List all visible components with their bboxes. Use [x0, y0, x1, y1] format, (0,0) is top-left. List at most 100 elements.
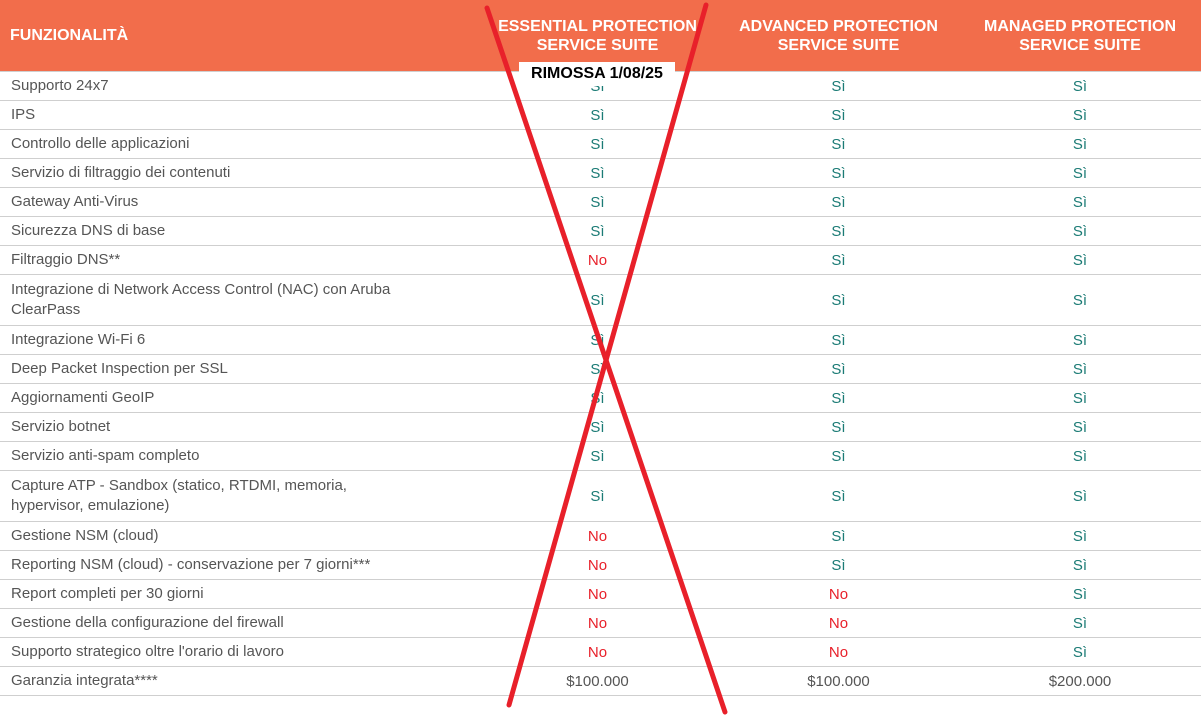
feature-name: Sicurezza DNS di base: [0, 216, 477, 246]
header-essential: ESSENTIAL PROTECTION SERVICE SUITE: [477, 0, 718, 72]
feature-name: Gateway Anti-Virus: [0, 187, 477, 217]
essential-value: Sì: [477, 412, 718, 442]
feature-name: Integrazione Wi-Fi 6: [0, 325, 477, 355]
feature-name: Filtraggio DNS**: [0, 245, 477, 275]
managed-value: Sì: [959, 412, 1201, 442]
essential-value: $100.000: [477, 666, 718, 696]
advanced-value: Sì: [718, 470, 959, 522]
feature-comparison-table: FUNZIONALITÀ ESSENTIAL PROTECTION SERVIC…: [0, 0, 1201, 696]
essential-value: No: [477, 608, 718, 638]
advanced-value: Sì: [718, 521, 959, 551]
managed-value: Sì: [959, 100, 1201, 130]
header-advanced-line2: SERVICE SUITE: [777, 36, 900, 54]
header-essential-line1: ESSENTIAL PROTECTION: [498, 17, 697, 35]
essential-value: Sì: [477, 441, 718, 471]
advanced-value: No: [718, 579, 959, 609]
essential-value: Sì: [477, 470, 718, 522]
table-row: Gateway Anti-Virus Sì Sì Sì: [0, 187, 1201, 217]
feature-name: Garanzia integrata****: [0, 666, 477, 696]
advanced-value: Sì: [718, 216, 959, 246]
advanced-value: Sì: [718, 412, 959, 442]
feature-name: Report completi per 30 giorni: [0, 579, 477, 609]
essential-value: Sì: [477, 158, 718, 188]
table-row: Servizio di filtraggio dei contenuti Sì Sì…: [0, 158, 1201, 188]
essential-value: No: [477, 637, 718, 667]
feature-name-line: ClearPass: [11, 301, 81, 318]
table-row: Report completi per 30 giorni No No Sì: [0, 579, 1201, 609]
table-row: Integrazione Wi-Fi 6 Sì Sì Sì: [0, 325, 1201, 355]
table-row: IPS Sì Sì Sì: [0, 100, 1201, 130]
removed-date-note: RIMOSSA 1/08/25: [519, 62, 675, 86]
feature-name: Integrazione di Network Access Control (…: [0, 274, 477, 326]
table-row: Capture ATP - Sandbox (statico, RTDMI, m…: [0, 470, 1201, 522]
header-managed: MANAGED PROTECTION SERVICE SUITE: [959, 0, 1201, 72]
essential-value: Sì: [477, 325, 718, 355]
managed-value: $200.000: [959, 666, 1201, 696]
feature-name: Supporto strategico oltre l'orario di la…: [0, 637, 477, 667]
table-row: Deep Packet Inspection per SSL Sì Sì Sì: [0, 354, 1201, 384]
managed-value: Sì: [959, 441, 1201, 471]
essential-value: No: [477, 579, 718, 609]
managed-value: Sì: [959, 158, 1201, 188]
feature-name: Servizio anti-spam completo: [0, 441, 477, 471]
table-row: Filtraggio DNS** No Sì Sì: [0, 245, 1201, 275]
feature-name: Servizio botnet: [0, 412, 477, 442]
advanced-value: Sì: [718, 187, 959, 217]
managed-value: Sì: [959, 216, 1201, 246]
managed-value: Sì: [959, 274, 1201, 326]
managed-value: Sì: [959, 579, 1201, 609]
advanced-value: Sì: [718, 274, 959, 326]
essential-value: No: [477, 245, 718, 275]
managed-value: Sì: [959, 71, 1201, 101]
managed-value: Sì: [959, 637, 1201, 667]
essential-value: No: [477, 521, 718, 551]
essential-value: Sì: [477, 129, 718, 159]
managed-value: Sì: [959, 470, 1201, 522]
header-managed-line1: MANAGED PROTECTION: [984, 17, 1176, 35]
table-row: Servizio botnet Sì Sì Sì: [0, 412, 1201, 442]
essential-value: Sì: [477, 354, 718, 384]
table-row: Gestione della configurazione del firewa…: [0, 608, 1201, 638]
header-advanced-line1: ADVANCED PROTECTION: [739, 17, 938, 35]
table-row: Servizio anti-spam completo Sì Sì Sì: [0, 441, 1201, 471]
table-row: Aggiornamenti GeoIP Sì Sì Sì: [0, 383, 1201, 413]
feature-name: Reporting NSM (cloud) - conservazione pe…: [0, 550, 477, 580]
table-row: Reporting NSM (cloud) - conservazione pe…: [0, 550, 1201, 580]
advanced-value: Sì: [718, 158, 959, 188]
table-row: Sicurezza DNS di base Sì Sì Sì: [0, 216, 1201, 246]
feature-name: Aggiornamenti GeoIP: [0, 383, 477, 413]
managed-value: Sì: [959, 245, 1201, 275]
feature-name: Deep Packet Inspection per SSL: [0, 354, 477, 384]
managed-value: Sì: [959, 325, 1201, 355]
advanced-value: $100.000: [718, 666, 959, 696]
advanced-value: Sì: [718, 441, 959, 471]
managed-value: Sì: [959, 550, 1201, 580]
advanced-value: Sì: [718, 71, 959, 101]
feature-name-line: hypervisor, emulazione): [11, 497, 170, 514]
header-managed-line2: SERVICE SUITE: [1019, 36, 1141, 54]
feature-name-line: Integrazione di Network Access Control (…: [11, 281, 391, 298]
table-row: Garanzia integrata**** $100.000 $100.000 $2…: [0, 666, 1201, 696]
essential-value: Sì: [477, 187, 718, 217]
advanced-value: Sì: [718, 100, 959, 130]
table-row: Controllo delle applicazioni Sì Sì Sì: [0, 129, 1201, 159]
essential-value: Sì: [477, 216, 718, 246]
managed-value: Sì: [959, 354, 1201, 384]
essential-value: No: [477, 550, 718, 580]
feature-name: Capture ATP - Sandbox (statico, RTDMI, m…: [0, 470, 477, 522]
essential-value: Sì: [477, 383, 718, 413]
advanced-value: Sì: [718, 383, 959, 413]
table-row: Integrazione di Network Access Control (…: [0, 274, 1201, 326]
feature-name: Supporto 24x7: [0, 71, 477, 101]
feature-name: Servizio di filtraggio dei contenuti: [0, 158, 477, 188]
advanced-value: Sì: [718, 129, 959, 159]
advanced-value: Sì: [718, 325, 959, 355]
advanced-value: Sì: [718, 550, 959, 580]
header-essential-line2: SERVICE SUITE: [536, 36, 659, 54]
table-row: Gestione NSM (cloud) No Sì Sì: [0, 521, 1201, 551]
feature-name-line: Capture ATP - Sandbox (statico, RTDMI, m…: [11, 477, 347, 494]
managed-value: Sì: [959, 187, 1201, 217]
advanced-value: No: [718, 608, 959, 638]
essential-value: Sì: [477, 274, 718, 326]
header-feature: FUNZIONALITÀ: [0, 0, 477, 72]
